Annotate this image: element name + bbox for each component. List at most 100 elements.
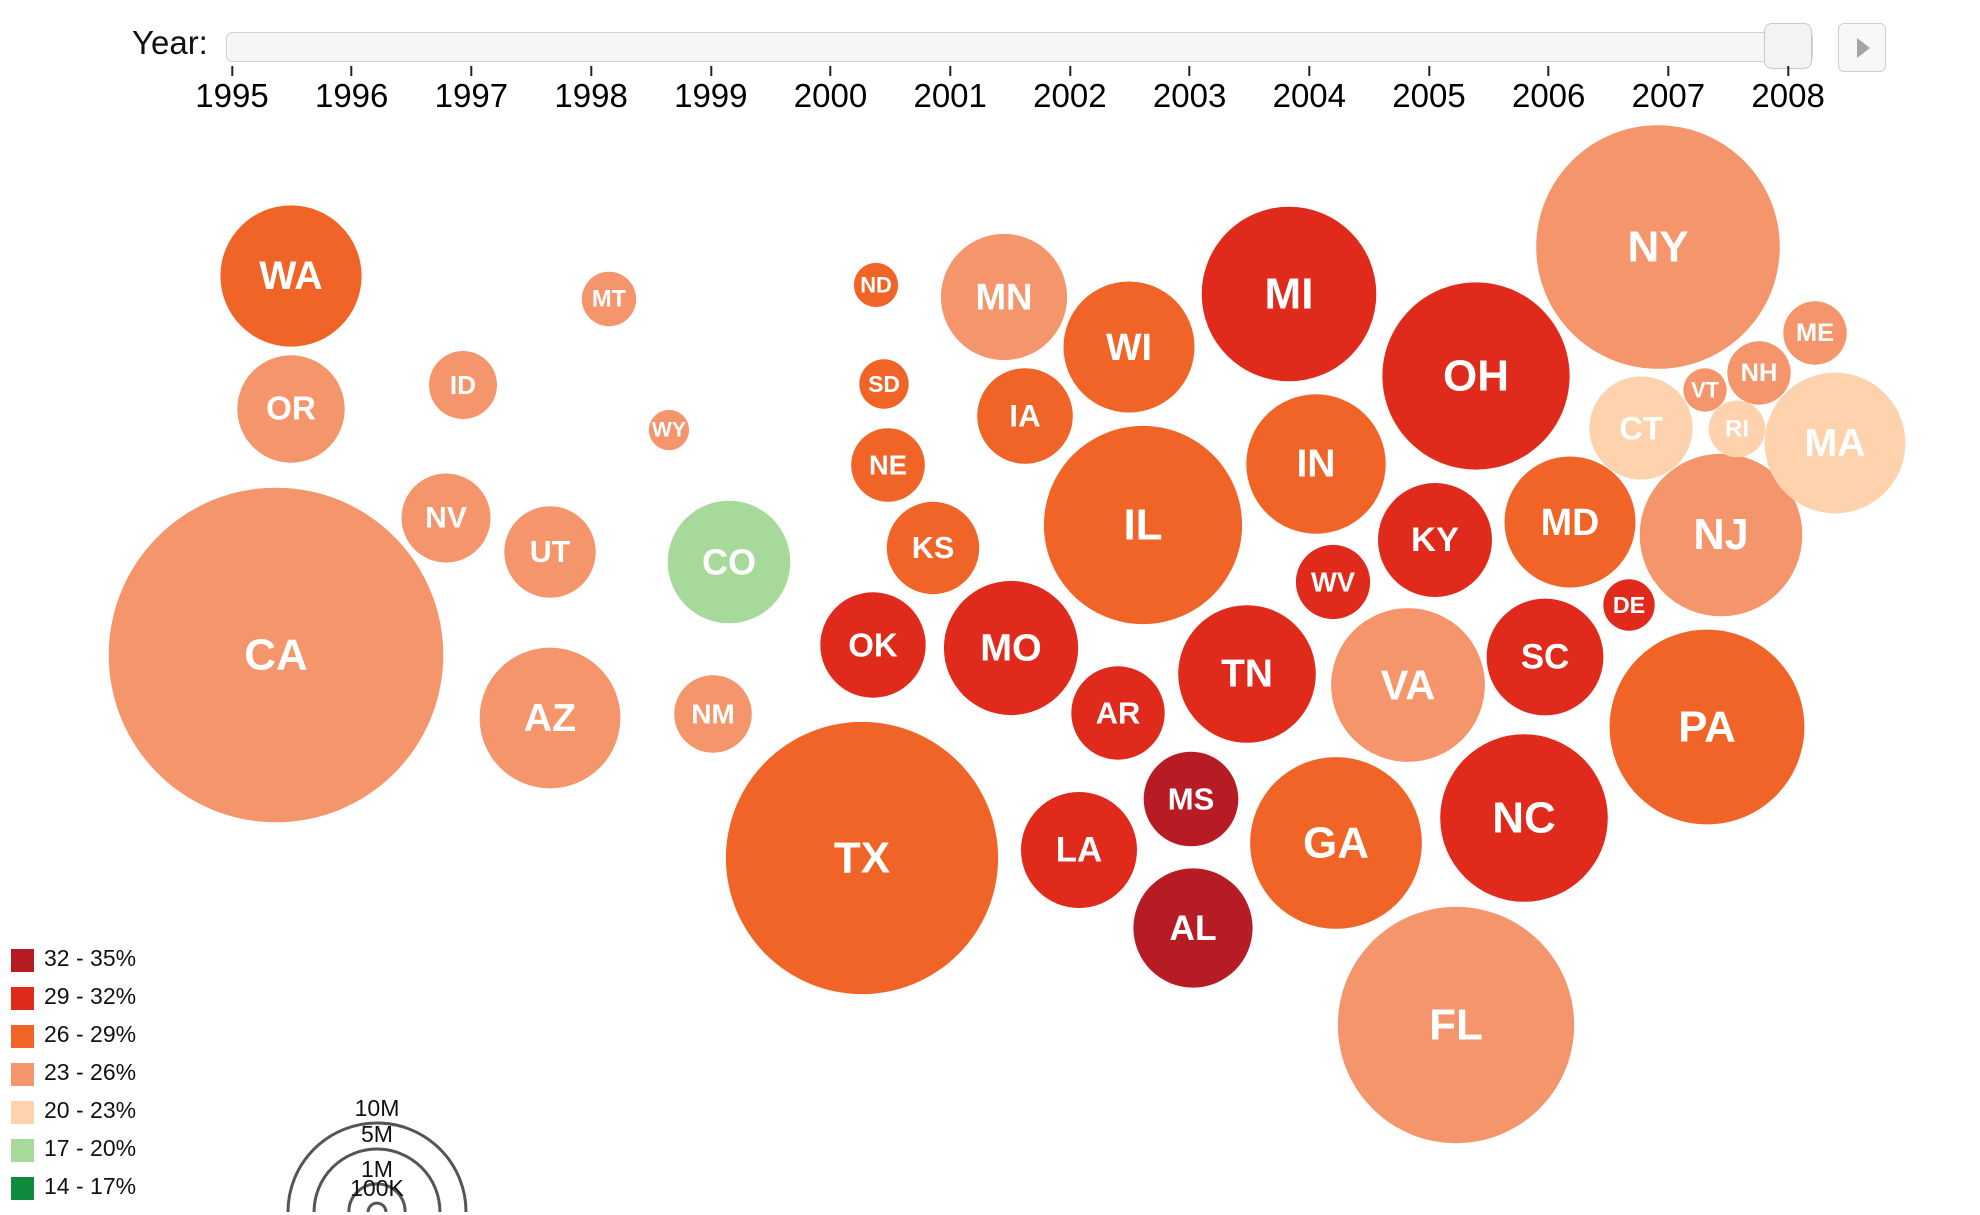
state-bubble-az[interactable]: AZ [479,647,621,789]
state-circle[interactable] [1201,206,1377,382]
state-circle[interactable] [820,592,926,698]
year-tick-2006[interactable]: 2006 [1512,66,1585,115]
state-bubble-me[interactable]: ME [1783,301,1847,365]
state-bubble-ct[interactable]: CT [1589,376,1693,480]
state-circle[interactable] [1708,400,1766,458]
play-button[interactable] [1838,23,1886,72]
state-circle[interactable] [943,580,1079,716]
year-slider-track[interactable] [226,32,1813,62]
year-tick-1997[interactable]: 1997 [435,66,508,115]
state-bubble-wv[interactable]: WV [1295,544,1371,620]
state-circle[interactable] [648,409,690,451]
state-bubble-fl[interactable]: FL [1337,906,1575,1144]
state-bubble-ga[interactable]: GA [1250,757,1422,929]
state-bubble-oh[interactable]: OH [1382,282,1570,470]
state-circle[interactable] [1378,483,1492,597]
state-circle[interactable] [667,500,791,624]
state-bubble-in[interactable]: IN [1246,394,1386,534]
state-circle[interactable] [479,647,621,789]
state-circle[interactable] [1382,282,1570,470]
state-bubble-wy[interactable]: WY [648,409,690,451]
state-circle[interactable] [1783,301,1847,365]
state-bubble-ky[interactable]: KY [1378,483,1492,597]
year-tick-2000[interactable]: 2000 [794,66,867,115]
state-bubble-wa[interactable]: WA [220,205,362,347]
state-bubble-sd[interactable]: SD [859,359,909,409]
state-bubble-md[interactable]: MD [1504,456,1636,588]
state-bubble-co[interactable]: CO [667,500,791,624]
state-circle[interactable] [1504,456,1636,588]
state-bubble-ks[interactable]: KS [886,501,980,595]
state-bubble-tn[interactable]: TN [1178,605,1316,743]
state-circle[interactable] [1143,751,1239,847]
state-circle[interactable] [1683,368,1727,412]
state-bubble-nd[interactable]: ND [853,262,899,308]
state-circle[interactable] [1246,394,1386,534]
state-bubble-nv[interactable]: NV [401,473,491,563]
state-bubble-nm[interactable]: NM [674,675,752,753]
state-circle[interactable] [1063,281,1195,413]
state-circle[interactable] [1440,734,1608,902]
year-tick-1995[interactable]: 1995 [195,66,269,115]
state-bubble-pa[interactable]: PA [1609,629,1805,825]
state-circle[interactable] [401,473,491,563]
state-circle[interactable] [1250,757,1422,929]
state-bubble-ri[interactable]: RI [1708,400,1766,458]
year-tick-2007[interactable]: 2007 [1632,66,1705,115]
state-bubble-ma[interactable]: MA [1764,372,1906,514]
state-circle[interactable] [1178,605,1316,743]
state-bubble-la[interactable]: LA [1021,792,1137,908]
state-bubble-or[interactable]: OR [237,355,345,463]
state-circle[interactable] [725,721,999,995]
state-bubble-ca[interactable]: CA [108,487,444,823]
year-tick-2005[interactable]: 2005 [1392,66,1466,115]
state-circle[interactable] [1331,608,1485,762]
state-circle[interactable] [504,506,596,598]
state-circle[interactable] [853,262,899,308]
year-tick-2008[interactable]: 2008 [1751,66,1825,115]
state-circle[interactable] [1603,579,1655,631]
state-circle[interactable] [851,428,925,502]
state-circle[interactable] [1639,453,1803,617]
state-circle[interactable] [1536,125,1780,369]
state-bubble-nj[interactable]: NJ [1639,453,1803,617]
state-circle[interactable] [940,233,1068,361]
state-circle[interactable] [977,368,1073,464]
state-bubble-ar[interactable]: AR [1071,666,1165,760]
state-bubble-nc[interactable]: NC [1440,734,1608,902]
year-tick-2004[interactable]: 2004 [1273,66,1346,115]
state-circle[interactable] [220,205,362,347]
state-circle[interactable] [108,487,444,823]
state-circle[interactable] [1764,372,1906,514]
state-circle[interactable] [1609,629,1805,825]
state-circle[interactable] [1589,376,1693,480]
state-circle[interactable] [859,359,909,409]
year-tick-2003[interactable]: 2003 [1153,66,1226,115]
state-circle[interactable] [1727,341,1791,405]
state-circle[interactable] [581,271,637,327]
year-tick-1999[interactable]: 1999 [674,66,748,115]
year-tick-2001[interactable]: 2001 [913,66,987,115]
state-bubble-vt[interactable]: VT [1683,368,1727,412]
state-circle[interactable] [1071,666,1165,760]
state-bubble-ia[interactable]: IA [977,368,1073,464]
state-bubble-al[interactable]: AL [1133,868,1253,988]
state-bubble-mo[interactable]: MO [943,580,1079,716]
state-bubble-nh[interactable]: NH [1727,341,1791,405]
state-circle[interactable] [429,351,497,419]
state-bubble-de[interactable]: DE [1603,579,1655,631]
state-bubble-tx[interactable]: TX [725,721,999,995]
state-circle[interactable] [886,501,980,595]
state-bubble-ut[interactable]: UT [504,506,596,598]
state-bubble-il[interactable]: IL [1043,425,1243,625]
state-bubble-ne[interactable]: NE [851,428,925,502]
state-bubble-mt[interactable]: MT [581,271,637,327]
state-bubble-wi[interactable]: WI [1063,281,1195,413]
state-circle[interactable] [1043,425,1243,625]
state-circle[interactable] [1337,906,1575,1144]
state-bubble-sc[interactable]: SC [1486,598,1604,716]
state-bubble-ny[interactable]: NY [1536,125,1780,369]
state-circle[interactable] [237,355,345,463]
state-circle[interactable] [674,675,752,753]
state-bubble-id[interactable]: ID [429,351,497,419]
